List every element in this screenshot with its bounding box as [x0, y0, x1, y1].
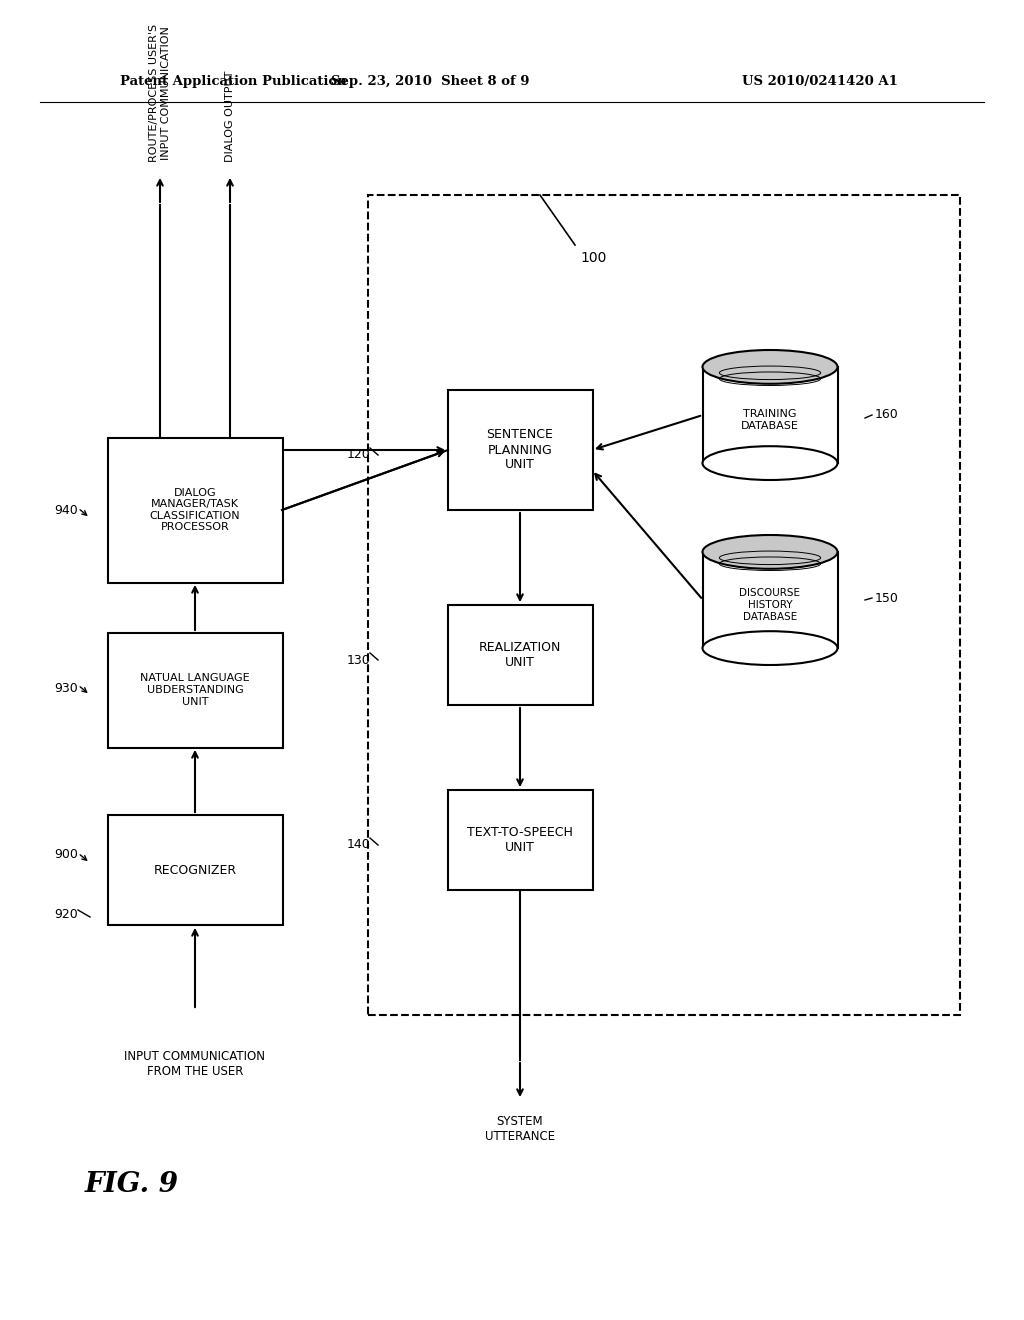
Text: US 2010/0241420 A1: US 2010/0241420 A1 [742, 75, 898, 88]
Text: 150: 150 [874, 591, 899, 605]
Bar [702, 552, 838, 648]
Text: Patent Application Publication: Patent Application Publication [120, 75, 347, 88]
Bar [368, 195, 961, 1015]
Bar [449, 389, 593, 510]
Bar [108, 438, 283, 583]
Text: REALIZATION
UNIT: REALIZATION UNIT [479, 642, 561, 669]
Text: RECOGNIZER: RECOGNIZER [154, 863, 237, 876]
Text: 100: 100 [580, 251, 606, 265]
Text: DIALOG
MANAGER/TASK
CLASSIFICATION
PROCESSOR: DIALOG MANAGER/TASK CLASSIFICATION PROCE… [150, 487, 241, 532]
Text: 930: 930 [54, 681, 78, 694]
Ellipse shape [702, 535, 838, 569]
Text: SYSTEM
UTTERANCE: SYSTEM UTTERANCE [485, 1115, 555, 1143]
Bar [702, 367, 838, 463]
Text: DISCOURSE
HISTORY
DATABASE: DISCOURSE HISTORY DATABASE [739, 589, 801, 622]
Text: 900: 900 [54, 849, 78, 862]
Text: 140: 140 [346, 838, 370, 851]
Text: 160: 160 [874, 408, 899, 421]
Text: TRAINING
DATABASE: TRAINING DATABASE [741, 409, 799, 430]
Text: SENTENCE
PLANNING
UNIT: SENTENCE PLANNING UNIT [486, 429, 553, 471]
Bar [449, 789, 593, 890]
Ellipse shape [702, 350, 838, 384]
Ellipse shape [702, 446, 838, 480]
Text: 940: 940 [54, 503, 78, 516]
Bar [108, 634, 283, 748]
Text: NATUAL LANGUAGE
UBDERSTANDING
UNIT: NATUAL LANGUAGE UBDERSTANDING UNIT [140, 673, 250, 706]
Bar [108, 814, 283, 925]
Text: ROUTE/PROCESS USER'S
INPUT COMMUNICATION: ROUTE/PROCESS USER'S INPUT COMMUNICATION [150, 24, 171, 162]
Ellipse shape [702, 631, 838, 665]
Text: 920: 920 [54, 908, 78, 921]
Text: INPUT COMMUNICATION
FROM THE USER: INPUT COMMUNICATION FROM THE USER [125, 1049, 265, 1078]
Text: FIG. 9: FIG. 9 [85, 1172, 179, 1199]
Bar [449, 605, 593, 705]
Text: Sep. 23, 2010  Sheet 8 of 9: Sep. 23, 2010 Sheet 8 of 9 [331, 75, 529, 88]
Text: 120: 120 [346, 449, 370, 462]
Text: TEXT-TO-SPEECH
UNIT: TEXT-TO-SPEECH UNIT [467, 826, 573, 854]
Text: DIALOG OUTPUT: DIALOG OUTPUT [225, 71, 234, 162]
Text: 130: 130 [346, 653, 370, 667]
